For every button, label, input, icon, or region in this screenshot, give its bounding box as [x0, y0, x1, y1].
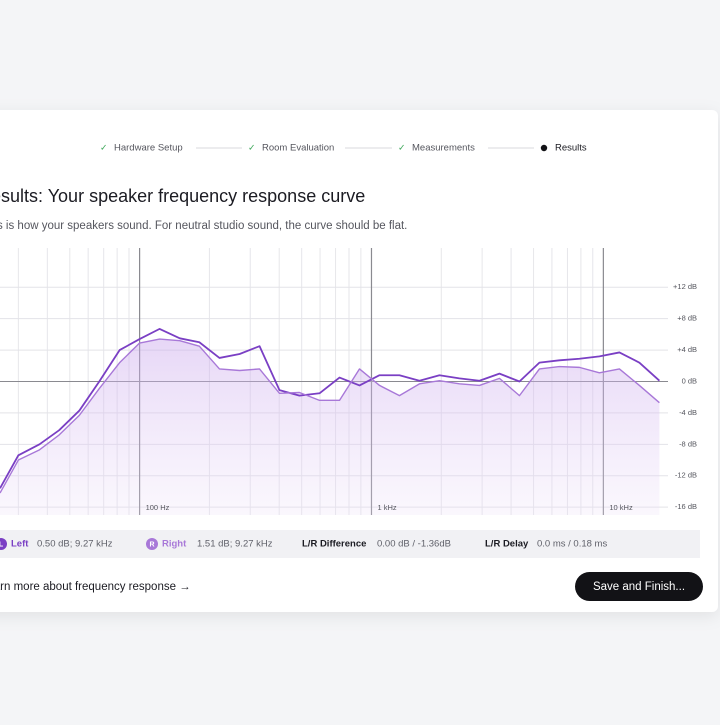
save-button-label[interactable]: Save and Finish... [593, 581, 685, 593]
y-tick-label: -4 dB [679, 408, 697, 417]
area [0, 339, 660, 515]
learn-more-link[interactable]: Learn more about frequency response → [0, 581, 191, 593]
legend-label: Left [11, 539, 29, 550]
y-tick-label: -12 dB [675, 471, 697, 480]
left-readout: 0.50 dB; 9.27 kHz [37, 539, 113, 550]
x-tick-label: 100 Hz [146, 503, 170, 512]
step-check: ✓ [100, 142, 108, 152]
delay-label: L/R Delay [485, 539, 529, 550]
y-tick-label: -16 dB [675, 502, 697, 511]
legend-label: Right [162, 539, 187, 550]
diff-value: 0.00 dB / -1.36dB [377, 539, 451, 550]
legend-badge [146, 538, 158, 550]
line [0, 327, 660, 489]
line [0, 338, 660, 494]
legend-badge [0, 538, 7, 550]
right-readout: 1.51 dB; 9.27 kHz [197, 539, 273, 550]
step-dot [540, 144, 548, 152]
legend-badge-letter: L [0, 541, 4, 548]
step-label: Measurements [412, 143, 475, 154]
save-button[interactable] [575, 572, 703, 601]
y-tick-label: 0 dB [682, 376, 697, 385]
page-subtitle: This is how your speakers sound. For neu… [0, 220, 407, 232]
step-check: ✓ [398, 142, 406, 152]
diff-label: L/R Difference [302, 539, 366, 550]
x-tick-label: 10 kHz [609, 503, 633, 512]
step-label: Room Evaluation [262, 143, 334, 154]
step-label: Results [555, 143, 587, 154]
step-check: ✓ [248, 142, 256, 152]
page-title: Results: Your speaker frequency response… [0, 186, 365, 206]
x-tick-label: 1 kHz [377, 503, 396, 512]
y-tick-label: +4 dB [677, 345, 697, 354]
plot [0, 248, 668, 515]
y-tick-label: +12 dB [673, 282, 697, 291]
legend-badge-letter: R [149, 541, 154, 548]
y-tick-label: +8 dB [677, 314, 697, 323]
y-tick-label: -8 dB [679, 439, 697, 448]
readout-bar [0, 530, 700, 558]
delay-value: 0.0 ms / 0.18 ms [537, 539, 607, 550]
step-label: Hardware Setup [114, 143, 183, 154]
